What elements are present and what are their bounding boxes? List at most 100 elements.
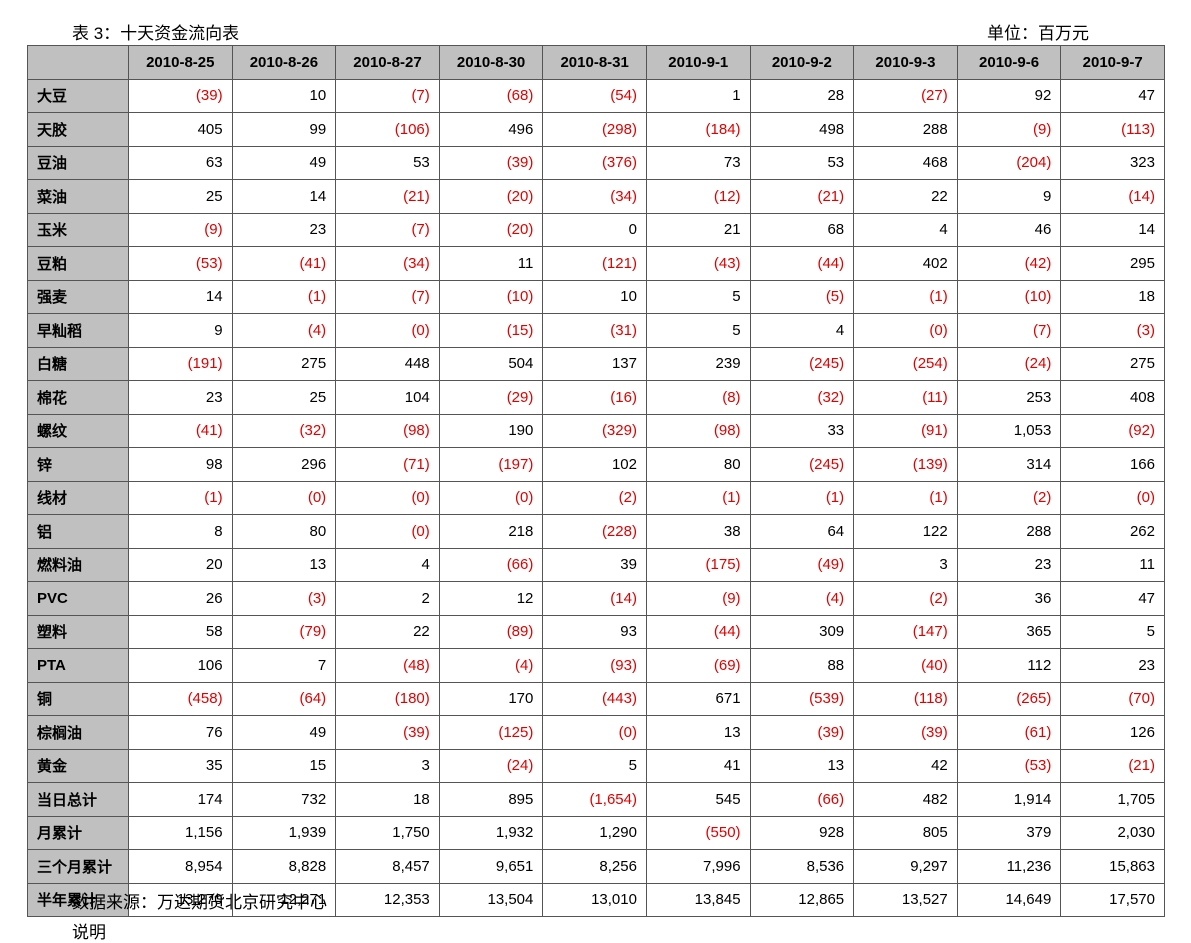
- value-cell: (14): [542, 581, 647, 616]
- value-cell: (458): [128, 681, 233, 716]
- value-cell: (24): [956, 346, 1062, 381]
- value-cell: 8,256: [542, 849, 647, 884]
- table-row: 铝 8 80 (0) 218 (228) 38 64 122 288 262: [27, 514, 1165, 549]
- value-cell: (3): [1060, 313, 1165, 348]
- value-cell: (27): [853, 78, 958, 113]
- value-cell: 23: [1060, 648, 1165, 683]
- value-cell: (7): [335, 212, 440, 247]
- column-header: 2010-8-27: [335, 45, 440, 80]
- row-label: 菜油: [27, 179, 129, 214]
- value-cell: (53): [956, 748, 1062, 783]
- table-row: 当日总计 174 732 18 895 (1,654) 545 (66) 482 1,914 1,7…: [27, 782, 1165, 817]
- value-cell: 5: [645, 279, 751, 314]
- value-cell: 47: [1060, 581, 1165, 616]
- value-cell: 4: [335, 547, 440, 582]
- value-cell: 8: [128, 514, 233, 549]
- row-label: 线材: [27, 480, 129, 515]
- value-cell: (11): [853, 380, 958, 415]
- value-cell: (191): [128, 346, 233, 381]
- table-row: 菜油 25 14 (21) (20) (34) (12) (21) 22 9 (14): [27, 179, 1165, 214]
- value-cell: 13,845: [645, 882, 751, 917]
- value-cell: 379: [956, 815, 1062, 850]
- value-cell: 14: [231, 179, 337, 214]
- value-cell: (7): [335, 78, 440, 113]
- value-cell: 11: [438, 246, 544, 281]
- value-cell: (48): [335, 648, 440, 683]
- value-cell: (9): [645, 581, 751, 616]
- value-cell: (39): [749, 715, 855, 750]
- value-cell: 365: [956, 614, 1062, 649]
- value-cell: 309: [749, 614, 855, 649]
- value-cell: 5: [542, 748, 647, 783]
- value-cell: (0): [1060, 480, 1165, 515]
- row-label: 早籼稻: [27, 313, 129, 348]
- table-row: 塑料 58 (79) 22 (89) 93 (44) 309 (147) 365 5: [27, 614, 1165, 649]
- value-cell: 496: [438, 112, 544, 147]
- value-cell: (21): [749, 179, 855, 214]
- value-cell: 1,750: [335, 815, 440, 850]
- table-row: 黄金 35 15 3 (24) 5 41 13 42 (53) (21): [27, 748, 1165, 783]
- column-header: 2010-9-7: [1060, 45, 1165, 80]
- row-label: 强麦: [27, 279, 129, 314]
- value-cell: 1,156: [128, 815, 233, 850]
- value-cell: 49: [231, 145, 337, 180]
- value-cell: 275: [231, 346, 337, 381]
- value-cell: (180): [335, 681, 440, 716]
- value-cell: 928: [749, 815, 855, 850]
- value-cell: (53): [128, 246, 233, 281]
- value-cell: (31): [542, 313, 647, 348]
- value-cell: 88: [749, 648, 855, 683]
- value-cell: 18: [335, 782, 440, 817]
- value-cell: 8,954: [128, 849, 233, 884]
- value-cell: 46: [956, 212, 1062, 247]
- value-cell: 80: [231, 514, 337, 549]
- value-cell: 13,527: [853, 882, 958, 917]
- value-cell: (24): [438, 748, 544, 783]
- row-label: 白糖: [27, 346, 129, 381]
- value-cell: 104: [335, 380, 440, 415]
- value-cell: (42): [956, 246, 1062, 281]
- table-row: 三个月累计 8,954 8,828 8,457 9,651 8,256 7,996 8,536…: [27, 849, 1165, 884]
- value-cell: (91): [853, 413, 958, 448]
- value-cell: 239: [645, 346, 751, 381]
- value-cell: 9: [128, 313, 233, 348]
- value-cell: 8,828: [231, 849, 337, 884]
- column-header: 2010-8-30: [438, 45, 544, 80]
- value-cell: 482: [853, 782, 958, 817]
- row-label: 三个月累计: [27, 849, 129, 884]
- value-cell: (5): [749, 279, 855, 314]
- value-cell: 38: [645, 514, 751, 549]
- value-cell: 137: [542, 346, 647, 381]
- value-cell: (4): [438, 648, 544, 683]
- value-cell: 296: [231, 447, 337, 482]
- column-header: 2010-9-6: [956, 45, 1062, 80]
- table-row: 大豆 (39) 10 (7) (68) (54) 1 28 (27) 92 47: [27, 78, 1165, 113]
- value-cell: (4): [231, 313, 337, 348]
- value-cell: (1): [128, 480, 233, 515]
- value-cell: (98): [335, 413, 440, 448]
- value-cell: (21): [1060, 748, 1165, 783]
- value-cell: 53: [749, 145, 855, 180]
- value-cell: 174: [128, 782, 233, 817]
- unit-label: 单位：百万元: [987, 24, 1089, 43]
- value-cell: (98): [645, 413, 751, 448]
- value-cell: 405: [128, 112, 233, 147]
- value-cell: (15): [438, 313, 544, 348]
- value-cell: (106): [335, 112, 440, 147]
- value-cell: 23: [956, 547, 1062, 582]
- value-cell: 262: [1060, 514, 1165, 549]
- value-cell: (12): [645, 179, 751, 214]
- value-cell: (92): [1060, 413, 1165, 448]
- value-cell: (34): [542, 179, 647, 214]
- value-cell: 408: [1060, 380, 1165, 415]
- value-cell: 1,939: [231, 815, 337, 850]
- value-cell: (14): [1060, 179, 1165, 214]
- value-cell: 0: [542, 212, 647, 247]
- value-cell: 10: [231, 78, 337, 113]
- value-cell: 33: [749, 413, 855, 448]
- table-row: 燃料油 20 13 4 (66) 39 (175) (49) 3 23 11: [27, 547, 1165, 582]
- row-label: PTA: [27, 648, 129, 683]
- row-label: 棉花: [27, 380, 129, 415]
- value-cell: (7): [956, 313, 1062, 348]
